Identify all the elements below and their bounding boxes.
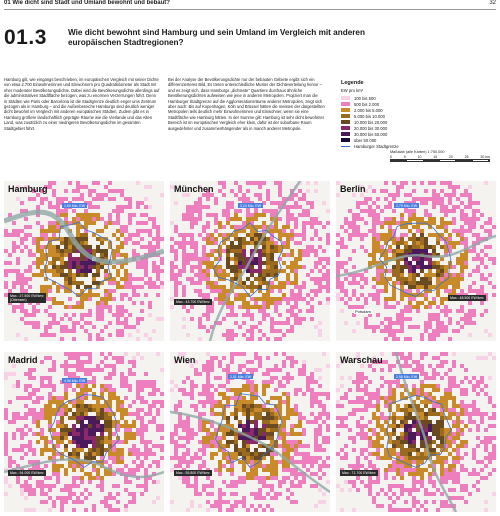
population-label: 2,51 Mio. EW — [228, 374, 254, 379]
legend-item: 500 bis 2.000 — [341, 101, 491, 107]
river — [4, 458, 164, 479]
density-map-madrid: Madrid 4,06 Mio. EW Max.: 94.000 EW/km² — [4, 352, 164, 512]
boundary-line-swatch — [341, 145, 350, 147]
city-boundary — [215, 393, 283, 468]
legend-title: Legende — [341, 80, 364, 86]
legend-label: über 50.000 — [354, 137, 377, 143]
body-text-column-1: Hamburg gilt, wie eingangs beschrieben, … — [4, 77, 160, 131]
density-map-wien: Wien 2,51 Mio. EW Max.: 55.800 EW/km² — [170, 352, 330, 512]
max-density-box: Max.: 27.500 EW/km² (Ottensen) — [8, 293, 46, 303]
legend-label: 100 bis 500 — [354, 95, 376, 101]
legend-label: 20.000 bis 30.000 — [354, 125, 388, 131]
map-graphic — [336, 181, 496, 341]
legend-label: 30.000 bis 50.000 — [354, 131, 388, 137]
map-title: Warschau — [340, 355, 383, 365]
density-map-münchen: München 3,24 Mio. EW Max.: 43.700 EW/km² — [170, 181, 330, 341]
map-title: Berlin — [340, 184, 366, 194]
body-text-column-2: Bei der Analyse der Bevölkerungsdichte n… — [168, 77, 325, 131]
density-map-berlin: Berlin 2,79 Mio. EW Max.: 48.500 EW/km² Pot… — [336, 181, 496, 341]
scale-tick: 0 — [390, 155, 392, 159]
legend-swatch — [341, 119, 350, 125]
legend-swatch — [341, 107, 350, 113]
scale-tick: 25 — [464, 155, 469, 159]
legend-item: 10.000 bis 20.000 — [341, 119, 491, 125]
population-label: 1,50 Mio. EW — [62, 203, 88, 208]
legend-swatch — [341, 131, 350, 137]
scale-bar — [390, 159, 490, 162]
legend-item: 5.000 bis 10.000 — [341, 113, 491, 119]
density-map-hamburg: Hamburg 1,50 Mio. EW Max.: 27.500 EW/km² (O… — [4, 181, 164, 341]
river — [170, 410, 330, 494]
max-density-box: Max.: 43.700 EW/km² — [174, 299, 212, 305]
legend-item: 30.000 bis 50.000 — [341, 131, 491, 137]
river — [208, 181, 302, 341]
max-density-box: Max.: 48.500 EW/km² — [448, 295, 486, 301]
chapter-header: 01 Wie dicht sind Stadt und Umland bewoh… — [4, 0, 170, 6]
map-graphic — [170, 352, 330, 512]
scale-tick: 5 — [403, 155, 406, 159]
legend-swatch — [341, 137, 350, 143]
page-number: 32 — [489, 0, 496, 6]
legend-label: 2.000 bis 5.000 — [354, 107, 383, 113]
legend: Legende EW pro km² 100 bis 500 500 bis 2.… — [341, 80, 491, 149]
legend-item-boundary: Hamburger Stadtgrenze — [341, 143, 491, 149]
legend-boundary-label: Hamburger Stadtgrenze — [354, 143, 399, 149]
section-number: 01.3 — [4, 26, 47, 49]
map-title: München — [174, 184, 214, 194]
scale-tick: 20 — [448, 155, 453, 159]
legend-swatch — [341, 113, 350, 119]
river — [336, 234, 496, 278]
legend-swatch — [341, 95, 350, 101]
city-boundary — [213, 222, 284, 298]
city-boundary — [44, 221, 113, 298]
city-boundary — [386, 394, 452, 468]
legend-label: 500 bis 2.000 — [354, 101, 380, 107]
max-density-label: Max.: 27.500 EW/km² — [10, 294, 44, 298]
max-density-box: Max.: 55.800 EW/km² — [174, 470, 212, 476]
scale-ticks: 0 5 10 15 20 25 30 km — [390, 155, 490, 159]
max-density-label: Max.: 55.800 EW/km² — [176, 471, 210, 475]
place-label: Potsdam — [354, 309, 372, 314]
max-density-box: Max.: 94.000 EW/km² — [8, 470, 46, 476]
city-boundary — [378, 222, 452, 297]
legend-swatch — [341, 101, 350, 107]
map-title: Hamburg — [8, 184, 48, 194]
city-boundary — [49, 394, 120, 468]
legend-label: 5.000 bis 10.000 — [354, 113, 385, 119]
population-label: 2,79 Mio. EW — [394, 203, 420, 208]
map-title: Madrid — [8, 355, 38, 365]
density-map-warschau: Warschau 2,06 Mio. EW Max.: 71.700 EW/km² — [336, 352, 496, 512]
scale-title: Maßstab (alle Karten) 1:750.000 — [390, 150, 445, 154]
scale-tick: 30 km — [480, 155, 490, 159]
legend-item: 2.000 bis 5.000 — [341, 107, 491, 113]
max-density-label: Max.: 71.700 EW/km² — [342, 471, 376, 475]
legend-label: 10.000 bis 20.000 — [354, 119, 388, 125]
river — [394, 352, 458, 512]
map-graphic — [4, 181, 164, 341]
scale-bar-block: Maßstab (alle Karten) 1:750.000 0 5 10 15 20… — [390, 150, 496, 162]
header-rule — [4, 9, 496, 10]
max-density-location: (Ottensen) — [10, 298, 27, 302]
max-density-label: Max.: 94.000 EW/km² — [10, 471, 44, 475]
max-density-label: Max.: 48.500 EW/km² — [450, 296, 484, 300]
section-title: Wie dicht bewohnt sind Hamburg und sein … — [68, 28, 365, 47]
legend-item: 20.000 bis 30.000 — [341, 125, 491, 131]
population-label: 3,24 Mio. EW — [238, 203, 264, 208]
scale-tick: 15 — [433, 155, 438, 159]
max-density-box: Max.: 71.700 EW/km² — [340, 470, 378, 476]
running-header: 01 Wie dicht sind Stadt und Umland bewoh… — [4, 0, 496, 8]
legend-item: über 50.000 — [341, 137, 491, 143]
max-density-label: Max.: 43.700 EW/km² — [176, 300, 210, 304]
scale-tick: 10 — [417, 155, 422, 159]
legend-unit: EW pro km² — [341, 88, 364, 93]
river — [4, 209, 164, 265]
map-graphic — [4, 352, 164, 512]
population-label: 2,06 Mio. EW — [394, 374, 420, 379]
map-title: Wien — [174, 355, 196, 365]
population-label: 4,06 Mio. EW — [62, 378, 88, 383]
legend-swatch — [341, 125, 350, 131]
map-graphic — [336, 352, 496, 512]
legend-item: 100 bis 500 — [341, 95, 491, 101]
